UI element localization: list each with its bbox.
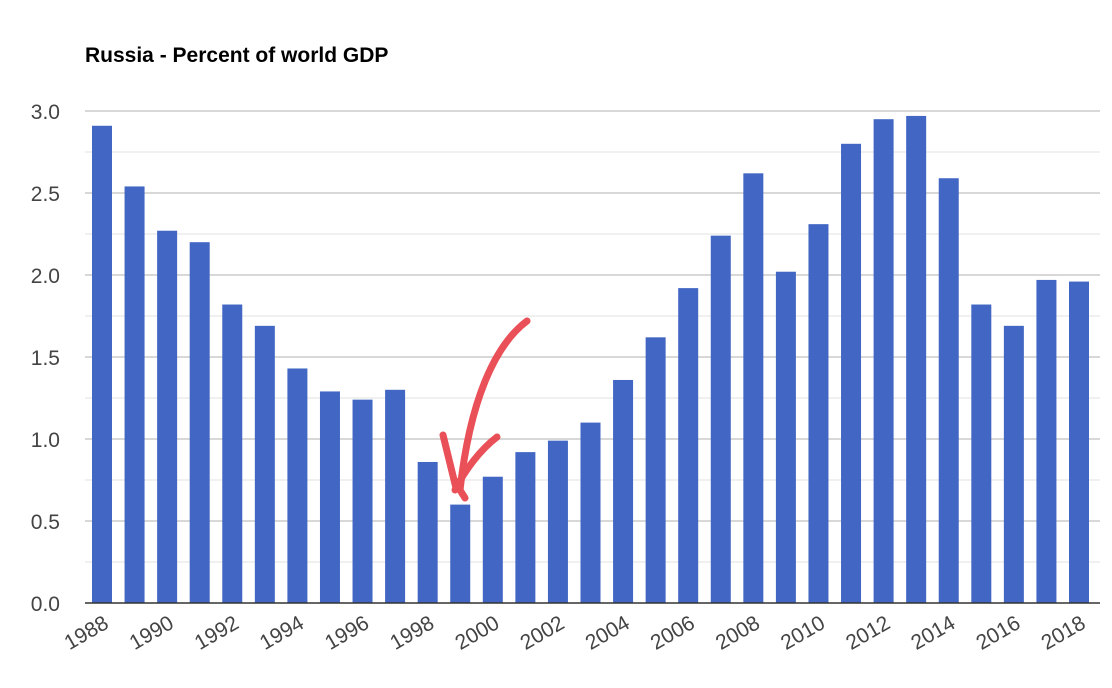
x-tick-label: 2014 bbox=[907, 611, 959, 654]
x-tick-label: 2006 bbox=[647, 611, 699, 654]
x-tick-label: 2010 bbox=[777, 611, 829, 654]
bars bbox=[92, 115, 1089, 604]
bar-1991 bbox=[189, 242, 210, 603]
y-tick-label: 2.5 bbox=[31, 183, 60, 206]
bar-1999 bbox=[450, 504, 471, 603]
x-tick-label: 1996 bbox=[321, 611, 373, 654]
annotation-arrow bbox=[439, 317, 531, 502]
y-tick-label: 2.0 bbox=[31, 265, 60, 288]
bar-1988 bbox=[92, 125, 112, 603]
x-tick-label: 2012 bbox=[842, 611, 894, 654]
y-axis-ticks: 0.0 0.5 1.0 1.5 2.0 2.5 3.0 bbox=[31, 101, 60, 616]
x-tick-label: 1988 bbox=[61, 611, 113, 654]
bar-1994 bbox=[287, 368, 308, 603]
bar-1996 bbox=[352, 399, 373, 603]
x-tick-label: 2018 bbox=[1038, 611, 1090, 654]
bar-2004 bbox=[613, 379, 634, 603]
bar-1992 bbox=[222, 304, 243, 603]
y-tick-label: 0.0 bbox=[31, 593, 60, 616]
bar-2007 bbox=[710, 235, 731, 603]
arrow-head-right bbox=[451, 433, 501, 494]
bar-2001 bbox=[515, 452, 536, 603]
x-tick-label: 2016 bbox=[972, 611, 1024, 654]
x-tick-label: 2002 bbox=[516, 611, 568, 654]
bar-2014 bbox=[938, 178, 959, 604]
y-tick-label: 1.0 bbox=[31, 429, 60, 452]
bar-2003 bbox=[580, 422, 601, 603]
bar-2002 bbox=[547, 440, 568, 603]
bar-1993 bbox=[254, 325, 275, 603]
x-tick-label: 1998 bbox=[386, 611, 438, 654]
x-tick-label: 1994 bbox=[256, 611, 308, 654]
bar-1990 bbox=[157, 230, 178, 603]
bar-2017 bbox=[1036, 279, 1057, 603]
bar-2000 bbox=[482, 476, 503, 603]
bar-2012 bbox=[873, 119, 894, 603]
x-tick-label: 1992 bbox=[191, 611, 243, 654]
bar-2008 bbox=[743, 173, 764, 603]
x-tick-label: 2008 bbox=[712, 611, 764, 654]
y-tick-label: 1.5 bbox=[31, 347, 60, 370]
x-axis-ticks: 1988 1990 1992 1994 1996 1998 2000 2002 2004 2006… bbox=[61, 611, 1090, 654]
y-tick-label: 3.0 bbox=[31, 101, 60, 124]
bar-1997 bbox=[385, 389, 406, 603]
bar-2011 bbox=[841, 143, 862, 604]
x-tick-label: 1990 bbox=[126, 611, 178, 654]
arrow-head-left bbox=[439, 431, 460, 492]
chart-title: Russia - Percent of world GDP bbox=[85, 44, 389, 67]
bar-2010 bbox=[808, 224, 829, 603]
bar-1995 bbox=[319, 391, 340, 603]
bar-2013 bbox=[906, 115, 927, 604]
bar-2009 bbox=[775, 271, 796, 603]
x-tick-label: 2004 bbox=[582, 611, 634, 654]
bar-2005 bbox=[645, 337, 666, 603]
bar-2015 bbox=[971, 304, 992, 603]
x-tick-label: 2000 bbox=[451, 611, 503, 654]
bar-1989 bbox=[124, 186, 145, 603]
bar-2006 bbox=[678, 288, 699, 603]
bar-2018 bbox=[1069, 281, 1089, 603]
y-tick-label: 0.5 bbox=[31, 511, 60, 534]
bar-1998 bbox=[417, 461, 438, 603]
bar-2016 bbox=[1003, 325, 1024, 603]
